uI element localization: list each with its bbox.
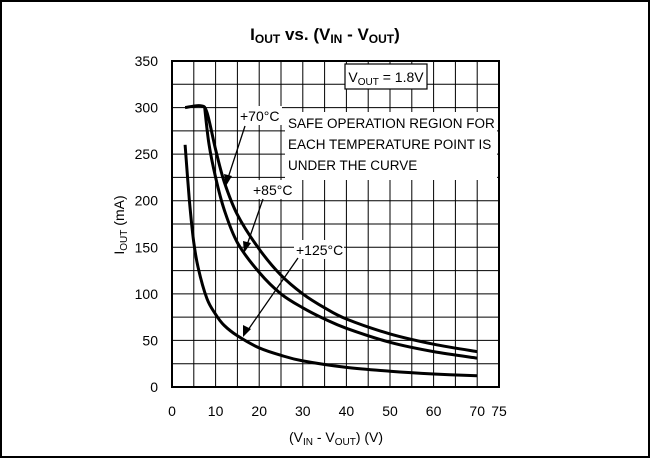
y-tick-label: 350 xyxy=(135,53,159,69)
series-group xyxy=(183,104,478,378)
x-tick-label: 75 xyxy=(491,403,507,419)
y-tick-label: 100 xyxy=(135,286,159,302)
y-tick-label: 200 xyxy=(135,193,159,209)
chart-title: IOUT vs. (VIN - VOUT) xyxy=(250,25,400,46)
note-line-2: EACH TEMPERATURE POINT IS xyxy=(288,137,491,152)
series-line-3 xyxy=(183,144,478,378)
x-tick-label: 0 xyxy=(168,403,176,419)
note-line-3: UNDER THE CURVE xyxy=(288,158,417,173)
series-label-125: +125°C xyxy=(296,242,343,258)
leader-125 xyxy=(247,257,299,331)
x-tick-label: 70 xyxy=(469,403,485,419)
x-axis-label: (VIN - VOUT) (V) xyxy=(289,429,383,448)
x-tick-label: 20 xyxy=(251,403,267,419)
series-line-1 xyxy=(184,104,478,354)
leader-70 xyxy=(227,125,246,179)
y-tick-label: 250 xyxy=(135,146,159,162)
series-label-85: +85°C xyxy=(253,182,292,198)
leader-85 xyxy=(246,198,264,246)
condition-box xyxy=(344,63,428,90)
y-axis-label: IOUT (mA) xyxy=(111,195,130,254)
grid-lines xyxy=(172,61,499,387)
x-tick-label: 30 xyxy=(295,403,311,419)
x-tick-label: 40 xyxy=(339,403,355,419)
note-box xyxy=(285,112,497,180)
label-bg-70 xyxy=(238,106,282,125)
tick-labels: 0 10 20 30 40 50 60 70 75 0 50 100 150 200 250 300 350 xyxy=(135,53,507,419)
series-line-2 xyxy=(203,107,478,360)
y-tick-label: 0 xyxy=(150,379,158,395)
arrowhead-125 xyxy=(243,325,251,337)
label-bg-125 xyxy=(294,240,344,259)
note-line-1: SAFE OPERATION REGION FOR xyxy=(288,116,495,131)
series-label-70: +70°C xyxy=(240,108,279,124)
arrowhead-70 xyxy=(224,174,232,186)
label-bg-85 xyxy=(251,180,295,199)
y-tick-label: 150 xyxy=(135,239,159,255)
arrowhead-85 xyxy=(243,241,251,253)
x-tick-label: 10 xyxy=(208,403,224,419)
condition-label: VOUT = 1.8V xyxy=(348,69,424,88)
y-tick-label: 50 xyxy=(142,332,158,348)
y-tick-label: 300 xyxy=(135,100,159,116)
x-tick-label: 60 xyxy=(426,403,442,419)
x-tick-label: 50 xyxy=(382,403,398,419)
